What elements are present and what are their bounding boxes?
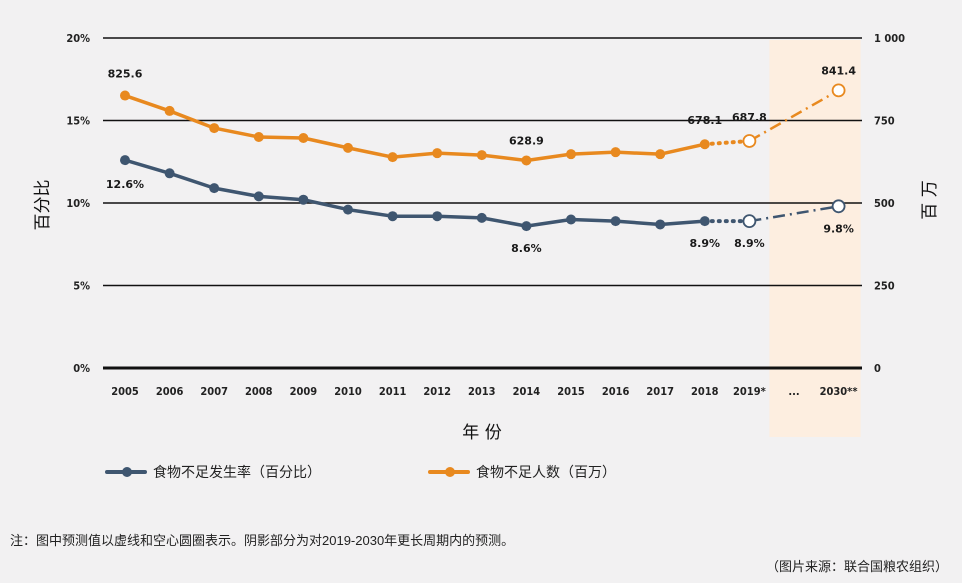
source-credit: （图片来源：联合国粮农组织） (765, 559, 948, 574)
x-tick-label: 2008 (245, 385, 273, 398)
legend-label-number: 食物不足人数（百万） (476, 464, 616, 480)
right-tick-label: 500 (874, 197, 895, 210)
data-point (831, 199, 846, 214)
x-tick-label: 2007 (200, 385, 228, 398)
right-tick-label: 0 (874, 362, 881, 375)
data-point (742, 134, 757, 148)
x-tick-label: 2030** (820, 385, 858, 398)
left-tick-label: 10% (66, 197, 90, 210)
left-tick-label: 0% (73, 362, 90, 375)
series-line-0 (124, 158, 705, 228)
projection-dotted-line-1 (702, 139, 752, 147)
data-label: 8.9% (690, 237, 721, 250)
data-point (387, 152, 398, 163)
data-point (164, 168, 175, 179)
data-point (209, 123, 220, 134)
data-point (343, 204, 353, 215)
legend-swatch-prevalence (105, 467, 147, 477)
x-tick-label: 2014 (513, 385, 541, 398)
data-point (655, 149, 666, 160)
x-tick-label: 2006 (156, 385, 184, 398)
data-point (476, 212, 487, 223)
legend-swatch-number (428, 467, 470, 477)
right-tick-label: 250 (874, 280, 895, 293)
projection-dashdot-line-1 (748, 89, 840, 143)
footnote: 注：图中预测值以虚线和空心圆圈表示。阴影部分为对2019-2030年更长周期内的… (10, 533, 515, 548)
data-point (476, 150, 487, 161)
legend-item-prevalence: 食物不足发生率（百分比） (105, 462, 321, 482)
data-point (610, 216, 621, 227)
x-tick-label: 2015 (557, 385, 585, 398)
data-point (566, 149, 576, 160)
legend-item-number: 食物不足人数（百万） (428, 462, 616, 482)
data-point (521, 155, 532, 166)
legend-label-prevalence: 食物不足发生率（百分比） (153, 464, 321, 480)
data-point (387, 211, 398, 222)
x-tick-label: 2010 (334, 385, 362, 398)
data-point (831, 83, 846, 98)
right-axis-title: 百 万 (920, 180, 940, 219)
x-tick-label: 2011 (379, 385, 407, 398)
data-point (699, 216, 710, 227)
series-line-1 (124, 93, 706, 163)
data-point (521, 221, 532, 232)
left-tick-label: 20% (66, 32, 90, 45)
data-point (120, 90, 130, 101)
data-point (298, 132, 309, 143)
x-tick-label: 2017 (646, 385, 674, 398)
data-point (699, 139, 710, 150)
data-point (432, 148, 443, 159)
data-point (209, 183, 220, 194)
data-point (253, 132, 264, 142)
data-point (298, 194, 309, 205)
data-label: 841.4 (821, 64, 856, 77)
data-point (566, 214, 576, 225)
data-label: 628.9 (509, 134, 544, 147)
x-tick-label: ... (788, 385, 799, 398)
x-tick-label: 2005 (111, 385, 139, 398)
left-tick-label: 15% (66, 115, 90, 128)
left-tick-label: 5% (73, 280, 90, 293)
data-point (432, 211, 443, 222)
left-axis-title: 百分比 (33, 180, 53, 231)
data-point (164, 105, 175, 116)
data-label: 8.9% (734, 237, 765, 250)
data-point (343, 142, 353, 153)
right-tick-label: 750 (874, 115, 895, 128)
projection-dashdot-line-0 (749, 205, 839, 223)
data-label: 678.1 (687, 114, 722, 127)
x-tick-label: 2012 (423, 385, 451, 398)
x-tick-label: 2009 (290, 385, 318, 398)
data-point (120, 155, 130, 166)
data-label: 12.6% (106, 178, 144, 191)
data-point (610, 147, 621, 158)
data-point (655, 219, 666, 230)
x-tick-label: 2016 (602, 385, 630, 398)
data-point (253, 191, 264, 202)
x-tick-label: 2013 (468, 385, 496, 398)
x-axis-title: 年 份 (462, 423, 501, 443)
data-label: 8.6% (511, 242, 542, 255)
data-label: 687.8 (732, 111, 767, 124)
x-tick-label: 2018 (691, 385, 719, 398)
data-label: 825.6 (108, 68, 143, 81)
data-point (742, 214, 757, 229)
projection-shading (769, 40, 861, 437)
data-label: 9.8% (823, 222, 854, 235)
right-tick-label: 1 000 (874, 32, 905, 45)
x-tick-label: 2019* (733, 385, 766, 398)
